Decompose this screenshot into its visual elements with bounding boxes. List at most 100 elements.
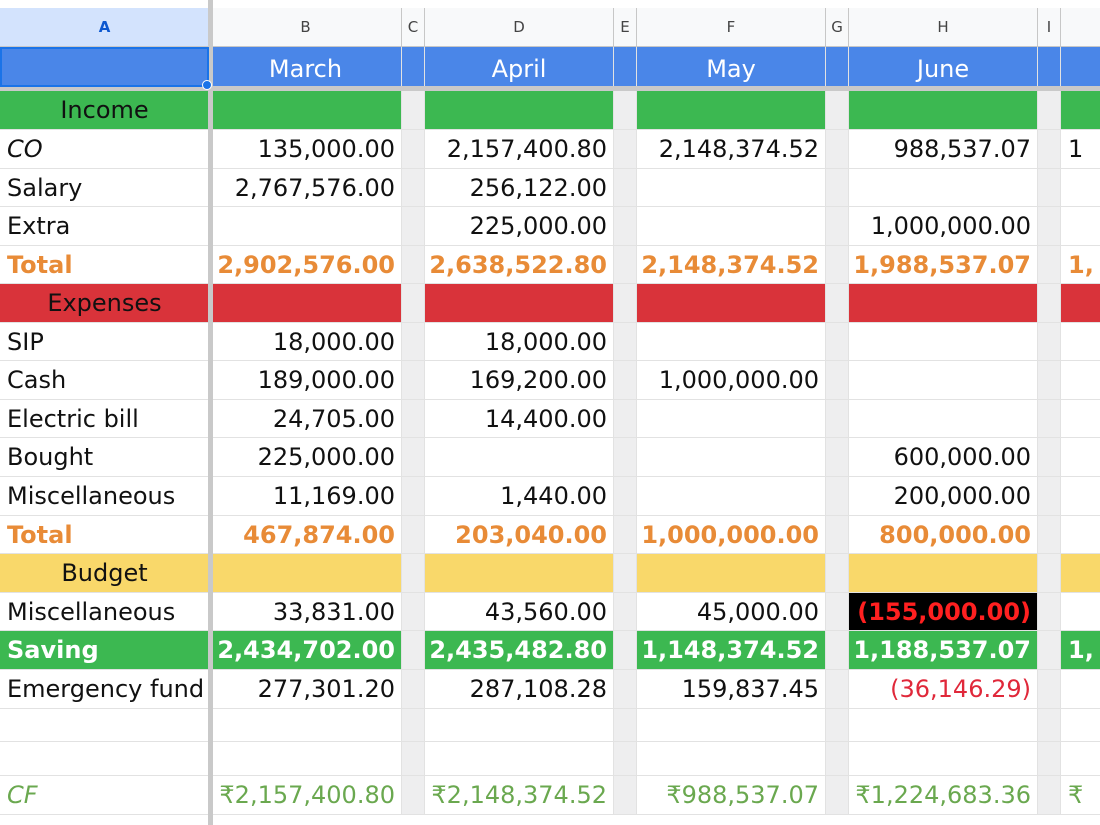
spacer-cell[interactable] xyxy=(614,776,637,815)
saving-value[interactable]: 1,148,374.52 xyxy=(637,631,826,670)
spacer-cell[interactable] xyxy=(1038,284,1061,323)
spacer-cell[interactable] xyxy=(826,169,849,207)
spacer-cell[interactable] xyxy=(1038,593,1061,631)
column-header-A[interactable]: A xyxy=(0,8,210,47)
saving-value[interactable]: 2,434,702.00 xyxy=(210,631,402,670)
spacer-cell[interactable] xyxy=(826,438,849,477)
column-header-F[interactable]: F xyxy=(637,8,826,47)
income-row-label[interactable]: Salary xyxy=(0,169,210,207)
spacer-cell[interactable] xyxy=(826,670,849,709)
column-header-I[interactable]: I xyxy=(1038,8,1061,47)
income-row-value[interactable]: 988,537.07 xyxy=(849,130,1038,169)
spacer-cell[interactable] xyxy=(1038,246,1061,284)
spacer-cell[interactable] xyxy=(614,400,637,438)
month-header-spacer[interactable] xyxy=(1061,47,1100,91)
spacer-cell[interactable] xyxy=(614,593,637,631)
cf-value[interactable]: ₹2,148,374.52 xyxy=(425,776,614,815)
expense-row-value[interactable]: 24,705.00 xyxy=(210,400,402,438)
expense-row-value[interactable]: 14,400.00 xyxy=(425,400,614,438)
month-header-spacer[interactable] xyxy=(1038,47,1061,91)
expense-row-value[interactable] xyxy=(637,477,826,516)
section-band-cell[interactable] xyxy=(1061,554,1100,593)
budget-row-value[interactable]: (155,000.00) xyxy=(849,593,1038,631)
section-band-cell[interactable] xyxy=(849,91,1038,130)
income-row-value[interactable] xyxy=(210,207,402,246)
income-row-value[interactable]: 1,000,000.00 xyxy=(849,207,1038,246)
expense-row-value[interactable]: 11,169.00 xyxy=(210,477,402,516)
section-band-cell[interactable] xyxy=(637,91,826,130)
section-budget[interactable]: Budget xyxy=(0,554,210,593)
column-header-B[interactable]: B xyxy=(210,8,402,47)
expense-row-value[interactable]: 200,000.00 xyxy=(849,477,1038,516)
income-row-value[interactable] xyxy=(637,207,826,246)
budget-row-value[interactable]: 45,000.00 xyxy=(637,593,826,631)
section-band-cell[interactable] xyxy=(425,554,614,593)
spacer-cell[interactable] xyxy=(402,742,425,776)
month-header-spacer[interactable] xyxy=(614,47,637,91)
empty-cell[interactable] xyxy=(1061,742,1100,776)
section-band-cell[interactable] xyxy=(1061,91,1100,130)
section-band-cell[interactable] xyxy=(210,284,402,323)
section-band-cell[interactable] xyxy=(210,91,402,130)
expense-row-value[interactable]: 169,200.00 xyxy=(425,361,614,400)
saving-label[interactable]: Saving xyxy=(0,631,210,670)
income-total-value[interactable]: 2,638,522.80 xyxy=(425,246,614,284)
spacer-cell[interactable] xyxy=(1038,477,1061,516)
cf-value[interactable]: ₹2,157,400.80 xyxy=(210,776,402,815)
spacer-cell[interactable] xyxy=(614,361,637,400)
spacer-cell[interactable] xyxy=(402,169,425,207)
spacer-cell[interactable] xyxy=(826,130,849,169)
spacer-cell[interactable] xyxy=(1038,631,1061,670)
spacer-cell[interactable] xyxy=(614,438,637,477)
income-row-label[interactable]: Extra xyxy=(0,207,210,246)
income-row-value[interactable] xyxy=(849,169,1038,207)
empty-cell[interactable] xyxy=(0,709,210,742)
emergency-fund-label[interactable]: Emergency fund xyxy=(0,670,210,709)
saving-value[interactable]: 1,188,537.07 xyxy=(849,631,1038,670)
empty-cell[interactable] xyxy=(210,709,402,742)
expense-row-value[interactable] xyxy=(849,400,1038,438)
expense-row-value[interactable] xyxy=(637,438,826,477)
spacer-cell[interactable] xyxy=(614,91,637,130)
spacer-cell[interactable] xyxy=(614,207,637,246)
spacer-cell[interactable] xyxy=(1038,742,1061,776)
selected-cell-a2[interactable] xyxy=(0,47,210,91)
spacer-cell[interactable] xyxy=(1038,709,1061,742)
expense-row-value[interactable] xyxy=(849,361,1038,400)
income-total-value[interactable]: 1,988,537.07 xyxy=(849,246,1038,284)
cf-label[interactable]: CF xyxy=(0,776,210,815)
cf-value[interactable]: ₹1,224,683.36 xyxy=(849,776,1038,815)
income-row-label[interactable]: CO xyxy=(0,130,210,169)
expense-row-next-partial[interactable] xyxy=(1061,477,1100,516)
spacer-cell[interactable] xyxy=(826,323,849,361)
emergency-fund-value[interactable]: (36,146.29) xyxy=(849,670,1038,709)
spacer-cell[interactable] xyxy=(1038,554,1061,593)
column-header-E[interactable]: E xyxy=(614,8,637,47)
section-band-cell[interactable] xyxy=(425,91,614,130)
expense-row-value[interactable] xyxy=(637,323,826,361)
budget-row-label[interactable]: Miscellaneous xyxy=(0,593,210,631)
spacer-cell[interactable] xyxy=(1038,91,1061,130)
spacer-cell[interactable] xyxy=(614,631,637,670)
frozen-column-divider[interactable] xyxy=(208,0,213,825)
spacer-cell[interactable] xyxy=(402,438,425,477)
budget-row-next-partial[interactable] xyxy=(1061,593,1100,631)
expense-row-value[interactable]: 1,000,000.00 xyxy=(637,361,826,400)
spacer-cell[interactable] xyxy=(614,130,637,169)
spacer-cell[interactable] xyxy=(826,742,849,776)
section-band-cell[interactable] xyxy=(849,554,1038,593)
income-row-next-partial[interactable] xyxy=(1061,169,1100,207)
expense-row-value[interactable] xyxy=(425,438,614,477)
expense-row-value[interactable]: 189,000.00 xyxy=(210,361,402,400)
income-row-value[interactable]: 2,767,576.00 xyxy=(210,169,402,207)
expense-row-next-partial[interactable] xyxy=(1061,400,1100,438)
section-income[interactable]: Income xyxy=(0,91,210,130)
income-row-value[interactable]: 256,122.00 xyxy=(425,169,614,207)
income-total-label[interactable]: Total xyxy=(0,246,210,284)
spacer-cell[interactable] xyxy=(1038,438,1061,477)
spacer-cell[interactable] xyxy=(402,477,425,516)
spacer-cell[interactable] xyxy=(402,284,425,323)
spacer-cell[interactable] xyxy=(826,776,849,815)
expense-row-next-partial[interactable] xyxy=(1061,323,1100,361)
cf-value[interactable]: ₹988,537.07 xyxy=(637,776,826,815)
